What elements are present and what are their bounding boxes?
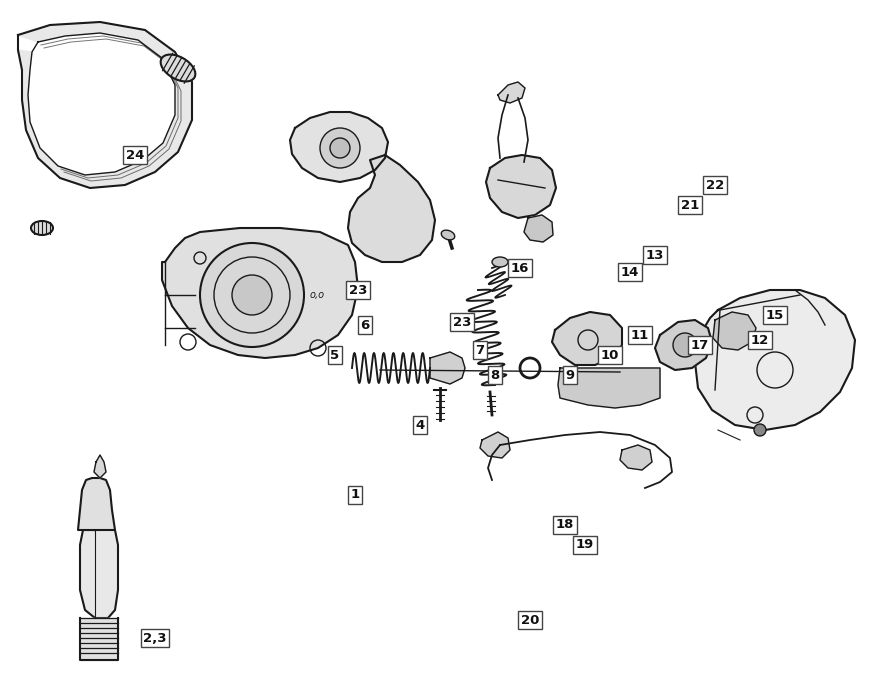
Polygon shape <box>620 445 652 470</box>
Ellipse shape <box>31 221 53 235</box>
Polygon shape <box>695 290 855 430</box>
Circle shape <box>754 424 766 436</box>
Text: 11: 11 <box>631 328 649 341</box>
Circle shape <box>330 138 350 158</box>
Polygon shape <box>290 112 388 182</box>
Text: 12: 12 <box>751 334 769 346</box>
Text: 23: 23 <box>349 283 367 296</box>
Text: 5: 5 <box>330 348 339 361</box>
Text: 21: 21 <box>681 198 700 211</box>
Polygon shape <box>94 455 106 478</box>
Text: 9: 9 <box>566 368 574 381</box>
Text: o,o: o,o <box>310 290 325 300</box>
Text: 24: 24 <box>126 149 144 162</box>
Text: 13: 13 <box>646 249 664 261</box>
Polygon shape <box>486 155 556 218</box>
Text: 15: 15 <box>766 308 784 321</box>
Polygon shape <box>655 320 712 370</box>
Text: 22: 22 <box>706 178 724 191</box>
Circle shape <box>673 333 697 357</box>
Text: 20: 20 <box>521 614 539 627</box>
Polygon shape <box>162 228 358 358</box>
Text: 7: 7 <box>476 343 485 357</box>
Polygon shape <box>18 22 192 188</box>
Text: 6: 6 <box>360 319 370 332</box>
Text: 4: 4 <box>415 419 425 431</box>
Circle shape <box>320 128 360 168</box>
Polygon shape <box>558 368 660 408</box>
Circle shape <box>200 243 304 347</box>
Text: 14: 14 <box>621 265 640 278</box>
Text: 1: 1 <box>351 489 359 502</box>
Polygon shape <box>80 528 118 618</box>
Ellipse shape <box>492 257 508 267</box>
Text: 18: 18 <box>556 518 574 531</box>
Polygon shape <box>524 215 553 242</box>
Text: 23: 23 <box>453 316 471 328</box>
Text: 10: 10 <box>601 348 619 361</box>
Polygon shape <box>348 155 435 262</box>
Ellipse shape <box>160 55 196 82</box>
Polygon shape <box>78 478 115 530</box>
Polygon shape <box>713 312 756 350</box>
Text: 19: 19 <box>576 538 594 551</box>
Text: 16: 16 <box>511 261 529 274</box>
Polygon shape <box>480 432 510 458</box>
Ellipse shape <box>441 230 455 240</box>
Text: 8: 8 <box>491 368 500 381</box>
Text: 17: 17 <box>691 339 709 352</box>
Circle shape <box>232 275 272 315</box>
Polygon shape <box>430 352 465 384</box>
Polygon shape <box>552 312 622 365</box>
Text: 2,3: 2,3 <box>144 632 167 645</box>
Polygon shape <box>80 618 118 660</box>
Polygon shape <box>498 82 525 103</box>
